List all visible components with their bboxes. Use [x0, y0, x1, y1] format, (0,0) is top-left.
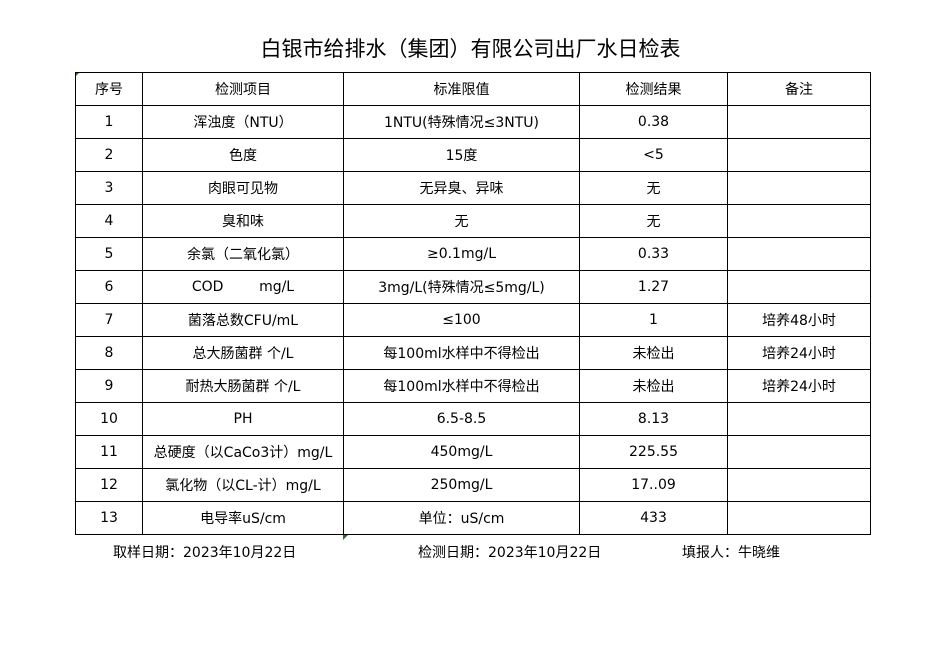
result-cell: 未检出 [579, 336, 728, 370]
note-cell [727, 171, 871, 205]
note-cell [727, 501, 871, 535]
result-cell: 无 [579, 204, 728, 238]
index-cell: 12 [75, 468, 143, 502]
item-cell: 肉眼可见物 [142, 171, 344, 205]
item-cell: 氯化物（以CL-计）mg/L [142, 468, 344, 502]
inspection-table: 序号 检测项目 标准限值 检测结果 备注 1 浑浊度（NTU） 1NTU(特殊情况≤… [75, 72, 871, 535]
note-cell [727, 138, 871, 172]
limit-cell: ≥0.1mg/L [343, 237, 580, 271]
result-cell: 未检出 [579, 369, 728, 403]
item-cell: 臭和味 [142, 204, 344, 238]
note-cell: 培养48小时 [727, 303, 871, 337]
result-cell: 17..09 [579, 468, 728, 502]
header-cell: 检测结果 [579, 72, 728, 106]
note-cell [727, 270, 871, 304]
reporter: 填报人：牛晓维 [682, 545, 780, 561]
header-row: 序号 检测项目 标准限值 检测结果 备注 [75, 72, 871, 106]
index-cell: 2 [75, 138, 143, 172]
item-cell: 电导率uS/cm [142, 501, 344, 535]
item-cell: 菌落总数CFU/mL [142, 303, 344, 337]
index-cell: 1 [75, 105, 143, 139]
index-cell: 13 [75, 501, 143, 535]
index-cell: 5 [75, 237, 143, 271]
limit-cell: 每100ml水样中不得检出 [343, 336, 580, 370]
header-cell: 备注 [727, 72, 871, 106]
page-title: 白银市给排水（集团）有限公司出厂水日检表 [260, 37, 681, 61]
table-row: 7 菌落总数CFU/mL ≤100 1 培养48小时 [75, 303, 871, 337]
result-cell: 0.33 [579, 237, 728, 271]
result-cell: 1.27 [579, 270, 728, 304]
sampling-date: 取样日期：2023年10月22日 [113, 545, 297, 561]
limit-cell: 每100ml水样中不得检出 [343, 369, 580, 403]
result-cell: 无 [579, 171, 728, 205]
table-row: 13 电导率uS/cm 单位：uS/cm 433 [75, 501, 871, 535]
table-row: 12 氯化物（以CL-计）mg/L 250mg/L 17..09 [75, 468, 871, 502]
index-cell: 7 [75, 303, 143, 337]
header-cell: 检测项目 [142, 72, 344, 106]
index-cell: 10 [75, 402, 143, 436]
limit-cell: 单位：uS/cm [343, 501, 580, 535]
item-cell: 总大肠菌群 个/L [142, 336, 344, 370]
limit-cell: 15度 [343, 138, 580, 172]
result-cell: 0.38 [579, 105, 728, 139]
item-cell: 色度 [142, 138, 344, 172]
limit-cell: 250mg/L [343, 468, 580, 502]
index-cell: 4 [75, 204, 143, 238]
index-cell: 8 [75, 336, 143, 370]
index-cell: 6 [75, 270, 143, 304]
cell-marker [343, 535, 348, 540]
note-cell [727, 105, 871, 139]
limit-cell: ≤100 [343, 303, 580, 337]
note-cell: 培养24小时 [727, 369, 871, 403]
note-cell [727, 468, 871, 502]
result-cell: 225.55 [579, 435, 728, 469]
item-cell: 余氯（二氧化氯） [142, 237, 344, 271]
item-cell: 耐热大肠菌群 个/L [142, 369, 344, 403]
result-cell: 8.13 [579, 402, 728, 436]
note-cell [727, 435, 871, 469]
table-row: 1 浑浊度（NTU） 1NTU(特殊情况≤3NTU) 0.38 [75, 105, 871, 139]
limit-cell: 无 [343, 204, 580, 238]
result-cell: 433 [579, 501, 728, 535]
limit-cell: 6.5-8.5 [343, 402, 580, 436]
table-row: 5 余氯（二氧化氯） ≥0.1mg/L 0.33 [75, 237, 871, 271]
note-cell [727, 402, 871, 436]
index-cell: 9 [75, 369, 143, 403]
note-cell: 培养24小时 [727, 336, 871, 370]
item-cell: 总硬度（以CaCo3计）mg/L [142, 435, 344, 469]
item-cell: PH [142, 402, 344, 436]
note-cell [727, 237, 871, 271]
table-row: 4 臭和味无无 [75, 204, 871, 238]
limit-cell: 无异臭、异味 [343, 171, 580, 205]
limit-cell: 450mg/L [343, 435, 580, 469]
limit-cell: 1NTU(特殊情况≤3NTU) [343, 105, 580, 139]
table-row: 3 肉眼可见物 无异臭、异味无 [75, 171, 871, 205]
index-cell: 3 [75, 171, 143, 205]
limit-cell: 3mg/L(特殊情况≤5mg/L) [343, 270, 580, 304]
table-row: 10 PH 6.5-8.5 8.13 [75, 402, 871, 436]
table-row: 9 耐热大肠菌群 个/L 每100ml水样中不得检出 未检出 培养24小时 [75, 369, 871, 403]
table-row: 8 总大肠菌群 个/L 每100ml水样中不得检出 未检出 培养24小时 [75, 336, 871, 370]
result-cell: <5 [579, 138, 728, 172]
table-row: 11 总硬度（以CaCo3计）mg/L 450mg/L 225.55 [75, 435, 871, 469]
test-date: 检测日期：2023年10月22日 [418, 545, 602, 561]
index-cell: 11 [75, 435, 143, 469]
table-row: 6 COD mg/L 3mg/L(特殊情况≤5mg/L) 1.27 [75, 270, 871, 304]
table-row: 2 色度 15度 <5 [75, 138, 871, 172]
note-cell [727, 204, 871, 238]
item-cell: 浑浊度（NTU） [142, 105, 344, 139]
header-cell: 标准限值 [343, 72, 580, 106]
item-cell: COD mg/L [142, 270, 344, 304]
result-cell: 1 [579, 303, 728, 337]
header-cell: 序号 [75, 72, 143, 106]
